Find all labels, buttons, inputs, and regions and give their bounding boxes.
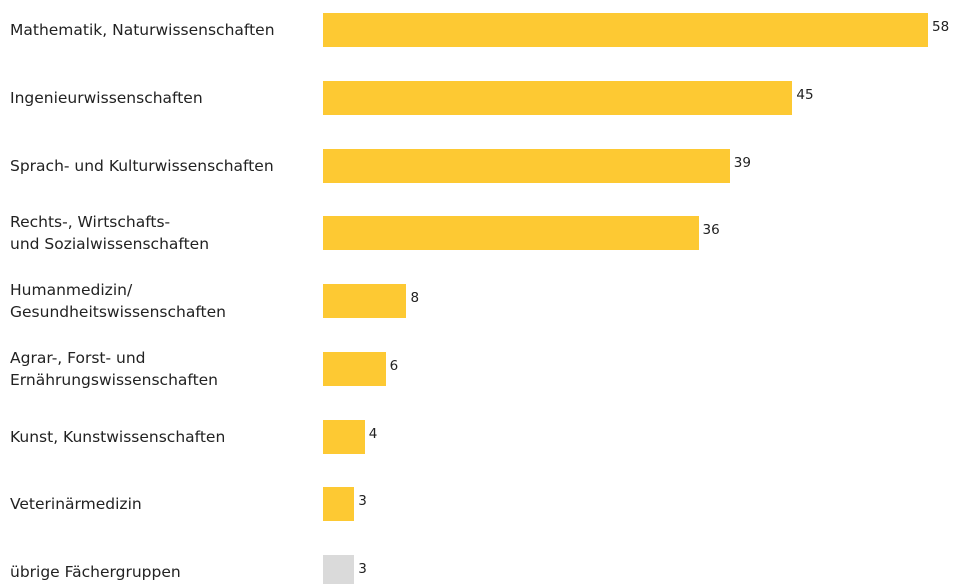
category-label: übrige Fächergruppen	[10, 563, 181, 581]
value-label: 36	[702, 222, 720, 239]
category-label: Ingenieurwissenschaften	[10, 88, 203, 107]
value-label: 3	[358, 493, 367, 510]
bar	[323, 419, 365, 454]
category-label: Rechts-, Wirtschafts- und Sozialwissensc…	[10, 213, 210, 254]
category-label: Sprach- und Kulturwissenschaften	[10, 156, 274, 175]
bar	[323, 148, 730, 183]
category-label: Veterinärmedizin	[10, 495, 142, 514]
category-label: Mathematik, Naturwissenschaften	[10, 21, 275, 39]
value-label: 8	[410, 289, 420, 306]
category-label: Humanmedizin/ Gesundheitswissenschaften	[10, 281, 226, 321]
bar	[323, 216, 699, 251]
value-label: 6	[389, 357, 399, 374]
value-label: 3	[358, 560, 367, 577]
value-label: 58	[932, 18, 950, 35]
bar	[323, 80, 793, 115]
bar	[323, 284, 407, 318]
value-label: 39	[733, 154, 751, 171]
category-label: Agrar-, Forst- und Ernährungswissenschaf…	[10, 348, 219, 389]
bar	[323, 487, 355, 522]
bar	[323, 555, 355, 584]
bar	[323, 351, 386, 386]
value-label: 4	[368, 425, 378, 442]
bar	[323, 13, 928, 47]
category-label: Kunst, Kunstwissenschaften	[10, 427, 226, 446]
value-label: 45	[796, 86, 814, 103]
